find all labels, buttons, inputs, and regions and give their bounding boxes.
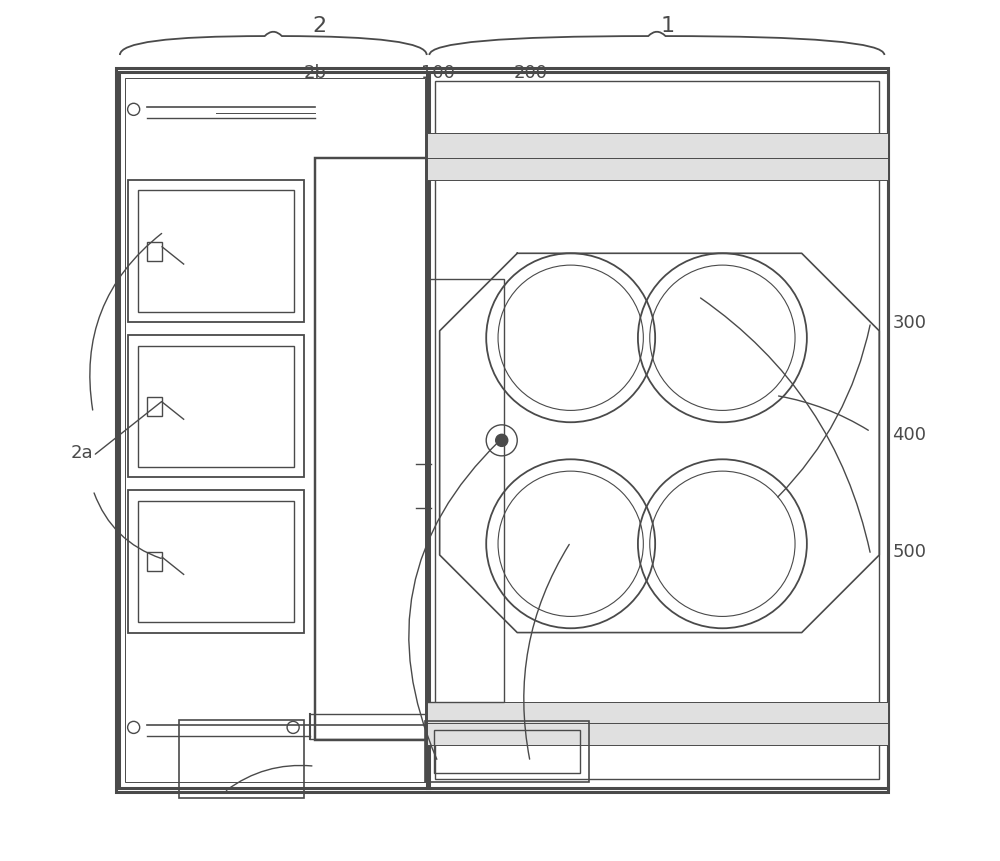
Text: 2b: 2b [303,65,326,82]
Bar [427,73,888,788]
Circle shape [496,435,508,447]
Bar [435,82,879,779]
Text: 300: 300 [892,314,926,331]
Bar [116,69,888,792]
Bar [427,702,888,745]
Bar [128,181,304,323]
Text: 1: 1 [661,15,675,36]
Text: 2a: 2a [71,443,93,461]
Text: 400: 400 [892,426,926,443]
Text: 2: 2 [312,15,326,36]
Bar [427,133,888,181]
Bar [125,79,425,782]
Bar [147,398,162,417]
Text: 500: 500 [892,542,926,560]
Text: 200: 200 [513,65,547,82]
Text: 100: 100 [421,65,455,82]
Bar [147,553,162,572]
Bar [128,336,304,478]
Bar [138,501,294,623]
Bar [434,730,580,773]
Bar [138,346,294,468]
Bar [179,721,304,798]
Bar [138,191,294,313]
Bar [427,280,504,702]
Bar [315,159,427,740]
Bar [119,73,429,788]
Bar [147,243,162,262]
Bar [128,491,304,633]
Bar [425,722,589,782]
